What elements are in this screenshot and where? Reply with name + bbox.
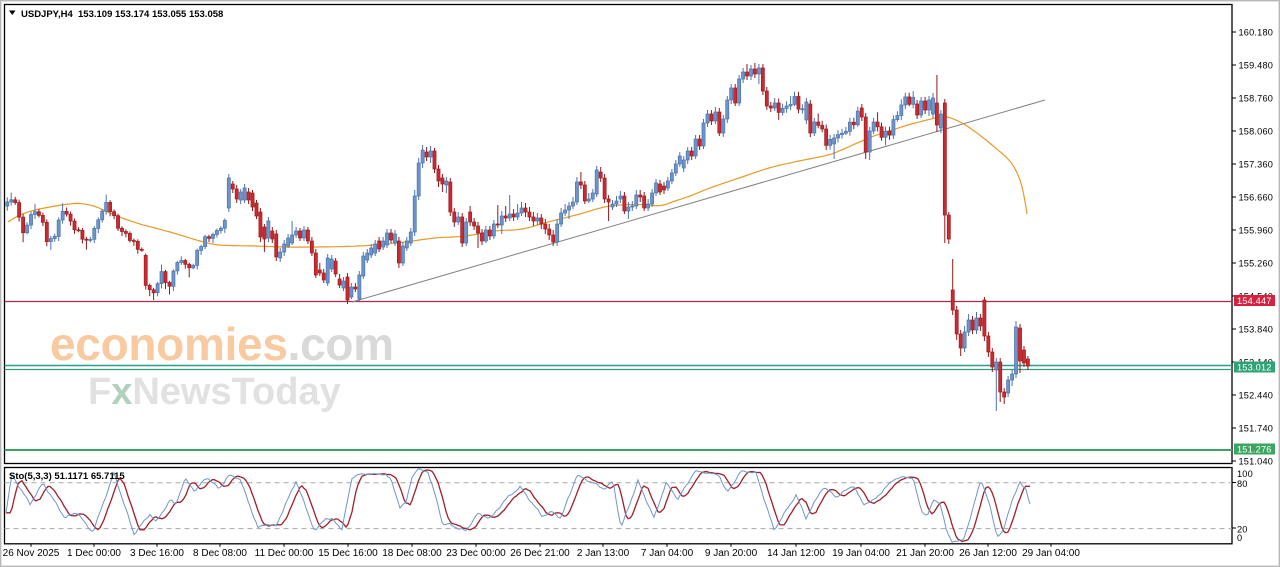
- svg-text:26 Dec 21:00: 26 Dec 21:00: [510, 548, 570, 559]
- svg-text:0: 0: [1237, 533, 1242, 543]
- svg-text:160.180: 160.180: [1239, 27, 1274, 37]
- svg-text:Sto(5,3,3) 51.1171 65.7115: Sto(5,3,3) 51.1171 65.7115: [9, 471, 125, 482]
- svg-text:3 Dec 16:00: 3 Dec 16:00: [130, 548, 184, 559]
- svg-text:154.447: 154.447: [1237, 296, 1272, 306]
- svg-text:2 Jan 13:00: 2 Jan 13:00: [577, 548, 630, 559]
- svg-text:155.260: 155.260: [1239, 258, 1274, 268]
- svg-text:157.360: 157.360: [1239, 159, 1274, 169]
- svg-text:USDJPY,H4 153.109 153.174 153: USDJPY,H4 153.109 153.174 153.055 153.05…: [21, 9, 223, 20]
- svg-text:7 Jan 04:00: 7 Jan 04:00: [641, 548, 694, 559]
- svg-text:economies.com: economies.com: [50, 318, 394, 370]
- svg-text:29 Jan 04:00: 29 Jan 04:00: [1022, 548, 1080, 559]
- svg-text:11 Dec 00:00: 11 Dec 00:00: [255, 548, 314, 559]
- svg-text:153.012: 153.012: [1237, 362, 1272, 372]
- svg-text:151.740: 151.740: [1239, 423, 1274, 433]
- svg-text:9 Jan 20:00: 9 Jan 20:00: [705, 548, 758, 559]
- svg-text:153.840: 153.840: [1239, 324, 1274, 334]
- svg-text:8 Dec 08:00: 8 Dec 08:00: [193, 548, 247, 559]
- svg-text:158.060: 158.060: [1239, 126, 1274, 136]
- svg-text:20: 20: [1237, 525, 1248, 535]
- svg-text:80: 80: [1237, 479, 1248, 489]
- svg-text:100: 100: [1237, 469, 1253, 479]
- svg-text:156.660: 156.660: [1239, 192, 1274, 202]
- svg-text:19 Jan 04:00: 19 Jan 04:00: [832, 548, 890, 559]
- svg-text:155.960: 155.960: [1239, 225, 1274, 235]
- svg-text:159.480: 159.480: [1239, 60, 1274, 70]
- svg-text:158.760: 158.760: [1239, 93, 1274, 103]
- svg-text:FxNewsToday: FxNewsToday: [88, 371, 341, 413]
- svg-text:1 Dec 00:00: 1 Dec 00:00: [67, 548, 121, 559]
- svg-text:15 Dec 16:00: 15 Dec 16:00: [318, 548, 378, 559]
- svg-text:151.276: 151.276: [1237, 444, 1272, 454]
- svg-text:18 Dec 08:00: 18 Dec 08:00: [382, 548, 442, 559]
- svg-text:26 Jan 12:00: 26 Jan 12:00: [959, 548, 1017, 559]
- svg-text:152.440: 152.440: [1239, 390, 1274, 400]
- svg-text:14 Jan 12:00: 14 Jan 12:00: [767, 548, 825, 559]
- svg-text:23 Dec 00:00: 23 Dec 00:00: [446, 548, 506, 559]
- svg-text:26 Nov 2025: 26 Nov 2025: [3, 548, 60, 559]
- svg-text:21 Jan 20:00: 21 Jan 20:00: [896, 548, 954, 559]
- svg-text:151.040: 151.040: [1239, 456, 1274, 466]
